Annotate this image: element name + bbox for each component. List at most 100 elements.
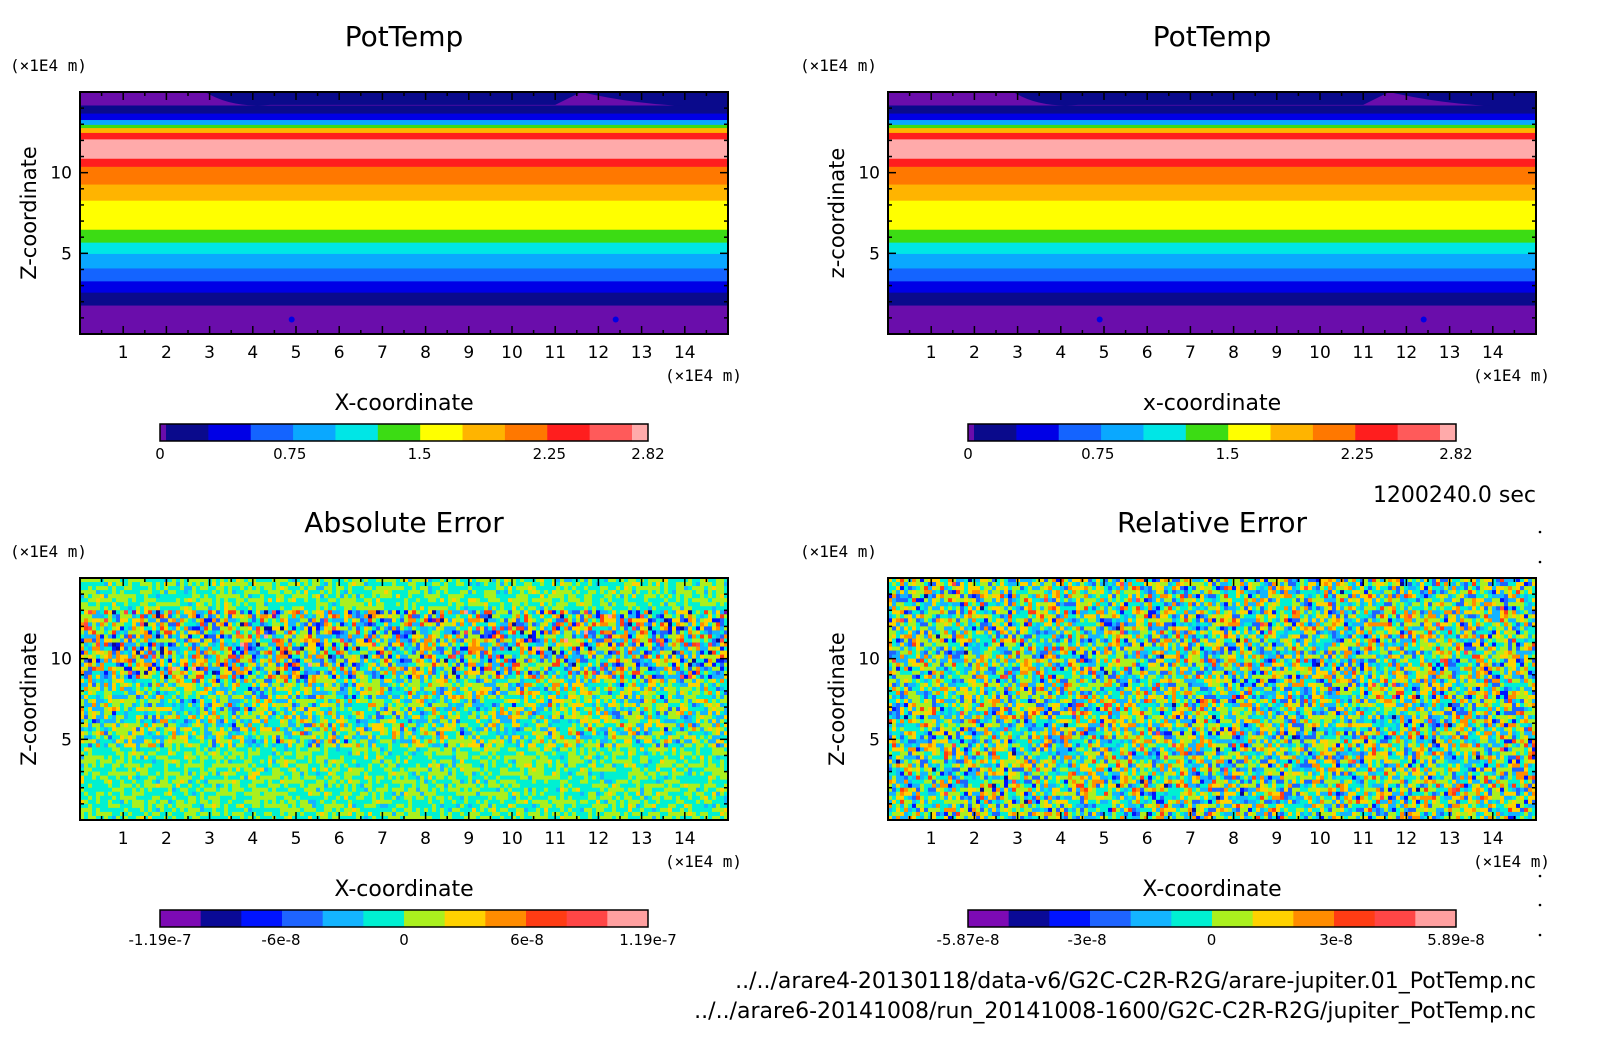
field-cell xyxy=(604,646,609,652)
field-cell xyxy=(264,674,269,680)
field-cell xyxy=(680,594,685,599)
field-cell xyxy=(140,578,145,583)
field-cell xyxy=(444,610,449,615)
field-cell xyxy=(380,658,385,664)
field-cell xyxy=(220,622,225,627)
field-cell xyxy=(432,602,437,607)
field-cell xyxy=(456,622,461,627)
field-cell xyxy=(480,678,485,684)
field-cell xyxy=(548,610,553,615)
field-cell xyxy=(528,582,533,587)
field-cell xyxy=(708,594,713,599)
field-cell xyxy=(400,650,405,656)
field-cell xyxy=(260,686,265,692)
field-cell xyxy=(532,678,537,684)
field-cell xyxy=(624,594,629,599)
field-cell xyxy=(368,642,373,648)
field-cell xyxy=(516,642,521,648)
field-cell xyxy=(192,618,197,623)
field-cell xyxy=(204,646,209,652)
field-cell xyxy=(148,594,153,599)
field-cell xyxy=(512,686,517,692)
field-cell xyxy=(660,638,665,644)
field-cell xyxy=(204,598,209,603)
field-cell xyxy=(408,654,413,660)
field-cell xyxy=(700,674,705,680)
field-cell xyxy=(544,662,549,668)
field-cell xyxy=(304,638,309,644)
field-cell xyxy=(560,678,565,684)
field-cell xyxy=(324,610,329,615)
field-cell xyxy=(528,650,533,656)
field-cell xyxy=(508,650,513,656)
field-cell xyxy=(656,614,661,619)
field-cell xyxy=(268,578,273,583)
field-cell xyxy=(508,690,513,696)
field-cell xyxy=(104,578,109,583)
field-cell xyxy=(524,582,529,587)
field-cell xyxy=(200,618,205,623)
field-cell xyxy=(292,610,297,615)
field-cell xyxy=(580,642,585,648)
field-cell xyxy=(304,590,309,595)
field-cell xyxy=(392,682,397,688)
field-cell xyxy=(260,594,265,599)
field-cell xyxy=(624,582,629,587)
field-cell xyxy=(424,662,429,668)
colorbar-segment xyxy=(166,424,209,441)
field-cell xyxy=(668,602,673,607)
field-cell xyxy=(324,666,329,672)
field-cell xyxy=(184,658,189,664)
field-cell xyxy=(464,590,469,595)
field-cell xyxy=(376,622,381,627)
field-cell xyxy=(404,646,409,652)
field-cell xyxy=(156,630,161,635)
field-cell xyxy=(124,622,129,627)
field-cell xyxy=(116,638,121,644)
field-cell xyxy=(124,618,129,623)
field-cell xyxy=(404,682,409,688)
field-cell xyxy=(448,670,453,676)
field-cell xyxy=(88,586,93,591)
field-cell xyxy=(368,670,373,676)
field-cell xyxy=(540,666,545,672)
field-cell xyxy=(184,582,189,587)
field-cell xyxy=(124,638,129,644)
field-cell xyxy=(376,606,381,611)
field-cell xyxy=(688,650,693,656)
field-cell xyxy=(176,650,181,656)
field-cell xyxy=(308,662,313,668)
field-cell xyxy=(424,682,429,688)
field-cell xyxy=(444,618,449,623)
field-cell xyxy=(128,686,133,692)
field-cell xyxy=(532,626,537,631)
field-cell xyxy=(476,582,481,587)
field-cell xyxy=(620,642,625,648)
field-cell xyxy=(236,666,241,672)
field-cell xyxy=(672,610,677,615)
field-cell xyxy=(264,634,269,639)
field-cell xyxy=(656,638,661,644)
field-cell xyxy=(620,674,625,680)
field-cell xyxy=(580,674,585,680)
field-cell xyxy=(500,658,505,664)
field-cell xyxy=(152,586,157,591)
field-cell xyxy=(412,594,417,599)
field-cell xyxy=(292,598,297,603)
field-cell xyxy=(512,586,517,591)
field-cell xyxy=(324,622,329,627)
field-cell xyxy=(468,598,473,603)
field-cell xyxy=(116,606,121,611)
field-cell xyxy=(508,618,513,623)
field-cell xyxy=(608,682,613,688)
field-cell xyxy=(624,602,629,607)
field-cell xyxy=(180,594,185,599)
field-cell xyxy=(700,646,705,652)
field-cell xyxy=(148,638,153,644)
field-cell xyxy=(688,610,693,615)
colorbar-tick-label: 2.82 xyxy=(1439,445,1472,463)
field-cell xyxy=(128,682,133,688)
field-cell xyxy=(240,606,245,611)
field-cell xyxy=(444,590,449,595)
field-cell xyxy=(284,634,289,639)
